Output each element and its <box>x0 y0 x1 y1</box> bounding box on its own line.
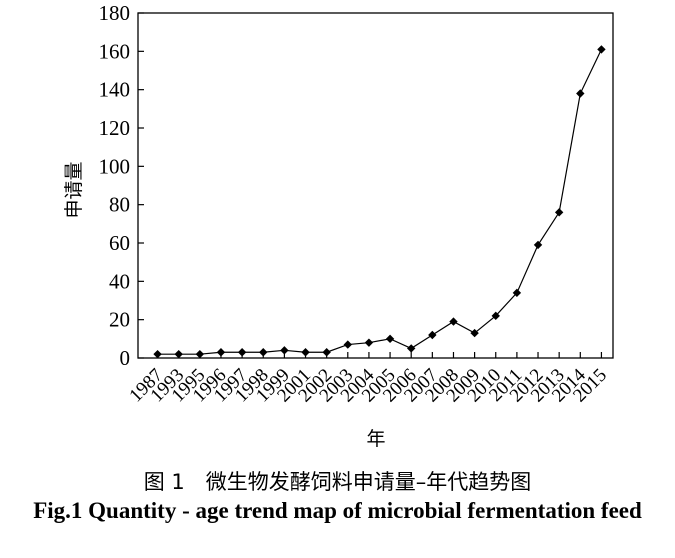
y-tick-label: 80 <box>109 193 130 217</box>
series-path <box>157 49 602 355</box>
data-point <box>216 348 226 357</box>
y-tick-label: 100 <box>99 154 131 178</box>
data-point <box>428 330 437 340</box>
y-tick-label: 20 <box>109 308 130 332</box>
y-tick-label: 180 <box>99 1 131 25</box>
data-point <box>301 348 310 357</box>
data-point <box>364 338 374 347</box>
x-axis-ticks: 1987199319951996199719981999200120022003… <box>125 352 611 406</box>
data-point <box>195 349 205 359</box>
data-point <box>449 317 458 326</box>
figure-caption-english: Fig.1 Quantity - age trend map of microb… <box>33 498 642 523</box>
data-point <box>322 348 331 357</box>
data-point <box>237 348 247 357</box>
x-axis-title: 年 <box>366 428 385 450</box>
data-point <box>280 346 289 355</box>
data-point <box>174 349 183 359</box>
data-point <box>554 208 564 217</box>
y-tick-label: 0 <box>120 346 131 370</box>
y-tick-label: 160 <box>99 39 131 63</box>
y-tick-label: 140 <box>99 78 131 102</box>
line-chart: 0 20 40 60 80 100 120 140 160 180 198719931995199… <box>63 1 614 450</box>
data-point <box>343 340 352 349</box>
data-point <box>512 288 522 298</box>
figure-caption-chinese: 图 1 微生物发酵饲料申请量–年代趋势图 <box>143 470 532 494</box>
y-axis-title: 申请量 <box>63 161 85 218</box>
data-point <box>153 349 162 359</box>
data-points <box>153 45 606 359</box>
data-point <box>576 89 585 98</box>
data-point <box>407 344 416 353</box>
plot-border <box>137 12 614 359</box>
data-point <box>533 240 543 250</box>
data-point <box>597 45 606 54</box>
data-point <box>385 334 395 344</box>
y-tick-label: 60 <box>109 231 130 255</box>
plot-frame <box>137 12 614 359</box>
series-line <box>157 49 602 355</box>
y-axis-ticks: 0 20 40 60 80 100 120 140 160 180 <box>99 1 144 370</box>
y-tick-label: 40 <box>109 269 130 293</box>
data-point <box>470 328 479 338</box>
data-point <box>491 311 500 321</box>
data-point <box>259 348 268 357</box>
y-tick-label: 120 <box>99 116 131 140</box>
